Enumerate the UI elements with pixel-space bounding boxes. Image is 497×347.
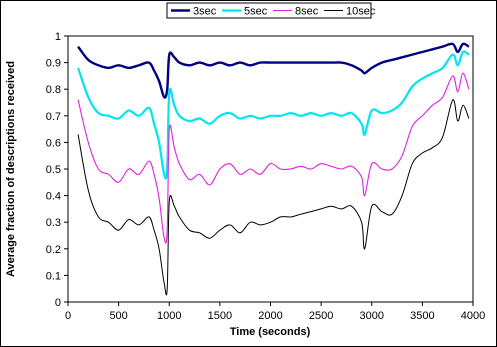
- y-axis: 0 0.1 0.2 0.3 0.4 0.5 0.6 0.7 0.8 0.9 1: [46, 31, 68, 309]
- legend-box: [166, 2, 372, 19]
- y-tick-label: 0.7: [46, 111, 61, 123]
- legend: 3sec 5sec 8sec 10sec: [166, 2, 376, 19]
- x-tick-label: 1000: [157, 310, 181, 322]
- y-tick-label: 0.8: [46, 84, 61, 96]
- y-tick-label: 0.9: [46, 58, 61, 70]
- y-tick-label: 0.5: [46, 164, 61, 176]
- x-axis-label: Time (seconds): [230, 326, 311, 338]
- x-tick-label: 2000: [258, 310, 282, 322]
- x-tick-label: 3500: [410, 310, 434, 322]
- legend-label-8sec: 8sec: [295, 6, 319, 18]
- y-tick-label: 1: [55, 31, 61, 43]
- series-line-5sec: [77, 50, 470, 180]
- series-group: [77, 42, 470, 296]
- y-tick-label: 0.1: [46, 270, 61, 282]
- y-tick-label: 0: [55, 297, 61, 309]
- legend-label-10sec: 10sec: [346, 6, 376, 18]
- x-tick-label: 3000: [360, 310, 384, 322]
- y-tick-label: 0.2: [46, 244, 61, 256]
- series-line-8sec: [77, 72, 470, 244]
- y-tick-label: 0.6: [46, 137, 61, 149]
- x-axis: 0 500 1000 1500 2000 2500 3000 3500 4000: [65, 302, 485, 322]
- x-tick-label: 2500: [309, 310, 333, 322]
- x-tick-label: 1500: [208, 310, 232, 322]
- y-axis-label: Average fraction of descriptions receive…: [5, 61, 17, 277]
- series-line-3sec: [77, 42, 470, 99]
- x-tick-label: 4000: [461, 310, 485, 322]
- legend-label-5sec: 5sec: [244, 6, 268, 18]
- plot-area: [67, 35, 474, 303]
- legend-label-3sec: 3sec: [193, 6, 217, 18]
- series-line-10sec: [77, 99, 470, 296]
- x-tick-label: 500: [109, 310, 127, 322]
- x-tick-label: 0: [65, 310, 71, 322]
- y-tick-label: 0.4: [46, 191, 61, 203]
- y-tick-label: 0.3: [46, 217, 61, 229]
